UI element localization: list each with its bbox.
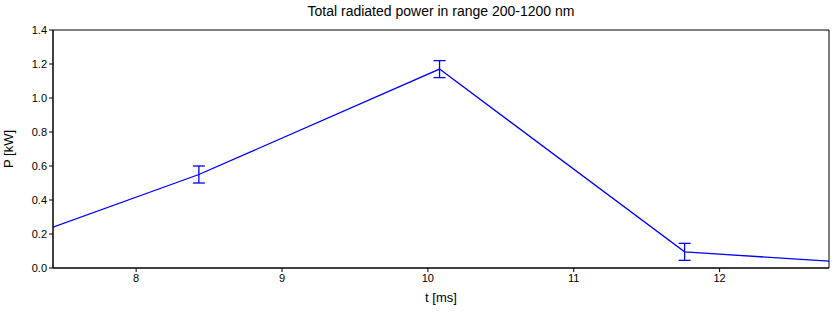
svg-text:12: 12 xyxy=(713,272,725,284)
svg-text:0.2: 0.2 xyxy=(32,228,47,240)
svg-text:11: 11 xyxy=(568,272,579,284)
svg-text:1.4: 1.4 xyxy=(32,24,47,36)
html-text:Total radiated power in range: Total radiated power in range 200-1200 n… xyxy=(307,3,575,19)
svg-text:P [kW]: P [kW] xyxy=(8,130,16,168)
svg-text:0.6: 0.6 xyxy=(32,160,47,172)
svg-text:0.4: 0.4 xyxy=(32,194,47,206)
svg-text:t [ms]: t [ms] xyxy=(425,290,457,305)
svg-text:1.2: 1.2 xyxy=(32,58,47,70)
svg-text:8: 8 xyxy=(133,272,139,284)
svg-text:0.0: 0.0 xyxy=(32,262,47,274)
svg-text:1.0: 1.0 xyxy=(32,92,47,104)
svg-text:0.8: 0.8 xyxy=(32,126,47,138)
svg-text:9: 9 xyxy=(279,272,285,284)
svg-text:10: 10 xyxy=(422,272,434,284)
